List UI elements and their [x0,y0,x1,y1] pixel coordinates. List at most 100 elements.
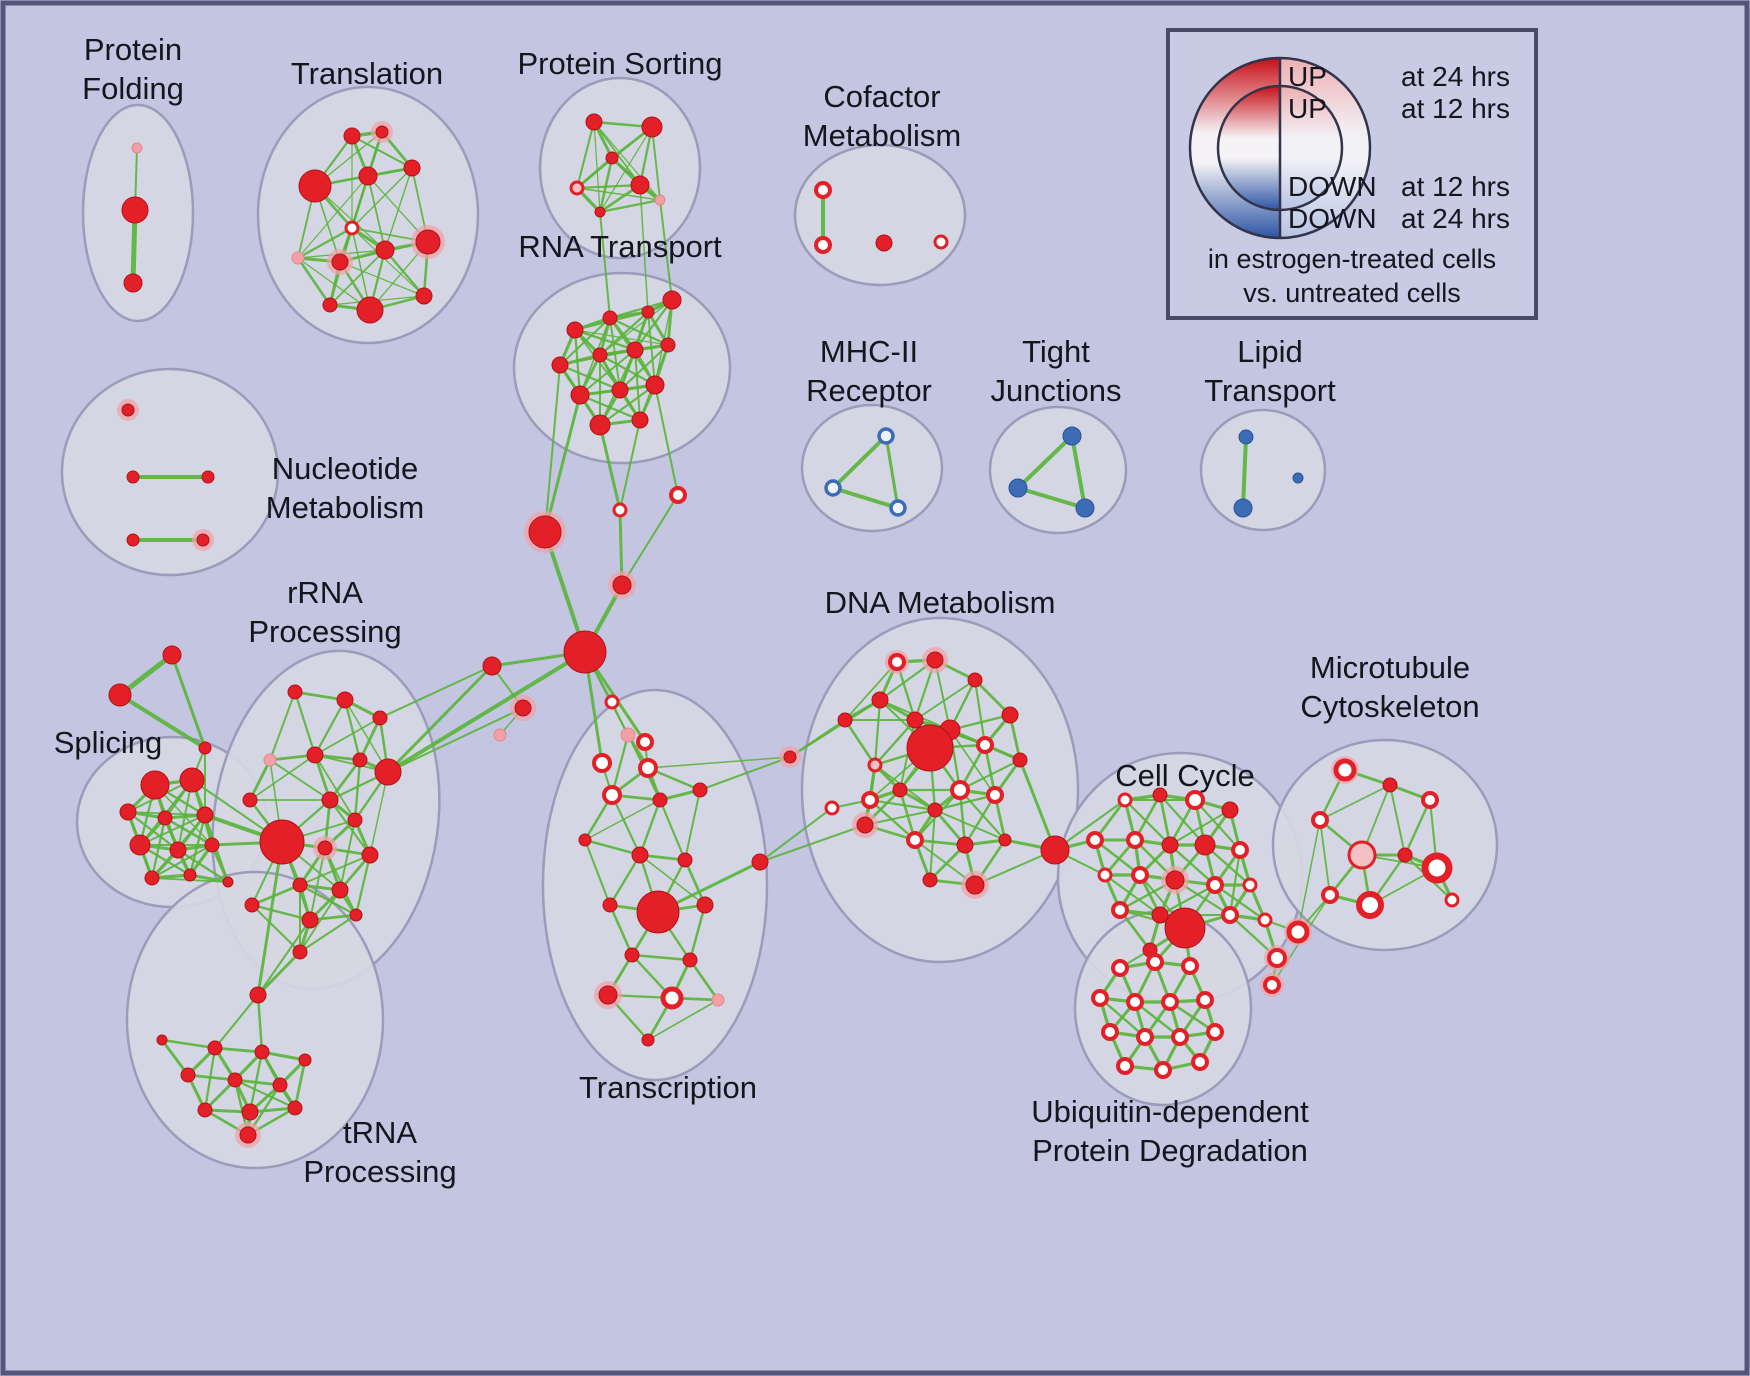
edge [387,707,524,773]
node-mt-1 [1382,777,1398,793]
cluster-label-tight-junctions-line1: Junctions [991,373,1122,408]
node-cc-10 [1131,866,1149,884]
edge [759,807,833,863]
node-trn-3 [254,1044,270,1060]
cluster-label-ubiquitin-degradation-line1: Protein Degradation [1032,1133,1308,1168]
cluster-label-lipid-transport-line0: Lipid [1237,334,1303,369]
edge [1389,784,1406,856]
node-dna-8 [906,724,954,772]
node-tx-6 [631,846,649,864]
cluster-label-ubiquitin-degradation-line0: Ubiquitin-dependent [1031,1094,1309,1129]
node-tx-12 [682,952,698,968]
edge [583,838,642,857]
edge [843,718,877,767]
node-tl-0 [343,127,361,145]
node-rt-4 [551,356,569,374]
node-free-9 [636,733,654,751]
edge [351,167,413,229]
node-rr-13 [292,877,308,893]
edge [873,698,882,767]
node-free-10 [592,753,612,773]
edge [299,889,341,953]
node-lt-2 [1292,472,1304,484]
edge [651,126,661,201]
node-nm-3 [126,533,140,547]
node-spl-1 [179,767,205,793]
edge [328,798,372,857]
cluster-label-protein-folding-line0: Protein [84,32,182,67]
node-spl-10 [222,876,234,888]
edge [584,799,661,841]
legend-down-24-time: at 24 hrs [1401,203,1510,234]
node-free-0 [528,515,562,549]
edge [163,816,214,847]
edge [379,665,493,719]
cluster-label-transcription-line0: Transcription [579,1070,757,1105]
edge [1241,435,1248,510]
node-free-6 [514,699,532,717]
edge [543,393,582,534]
node-ub-9 [1171,1028,1189,1046]
edge [608,903,634,957]
node-ps-6 [654,194,666,206]
cluster-label-cell-cycle-line0: Cell Cycle [1115,758,1255,793]
node-rt-0 [566,321,584,339]
edge [1070,434,1087,510]
node-dna-2 [888,653,906,671]
edge [150,843,214,880]
edge [688,903,707,962]
edge [329,249,386,306]
edge [249,754,316,801]
edge [618,343,670,392]
node-ub-2 [1181,957,1199,975]
edge [250,903,302,954]
edge [929,809,936,881]
node-tx-9 [602,897,618,913]
node-trn-9 [241,1103,259,1121]
node-ps-5 [594,206,606,218]
edge [831,486,900,510]
node-cc-2 [1185,790,1205,810]
node-rt-3 [662,290,682,310]
edge [974,849,1056,886]
node-trn-5 [180,1067,196,1083]
node-rr-6 [374,758,402,786]
edge [610,793,642,857]
node-ub-4 [1126,993,1144,1011]
node-cc-16 [1164,907,1206,949]
edge [369,771,389,856]
edge [575,156,614,190]
node-spl-2 [119,803,137,821]
node-tx-10 [696,896,714,914]
node-spl-5 [129,834,151,856]
node-mt-5 [1397,847,1413,863]
edge [558,316,612,367]
node-rt-6 [626,341,644,359]
edge [293,1058,307,1110]
edge [598,310,650,357]
node-tx-1 [638,758,658,778]
node-ub-6 [1196,991,1214,1009]
node-rt-2 [641,305,655,319]
edge [213,1046,264,1054]
node-rr-11 [317,840,333,856]
edge [654,384,679,496]
cluster-label-mhc-ii-receptor-line0: MHC-II [820,334,918,369]
edge [309,847,326,921]
edge [339,819,356,891]
node-spl-0 [140,770,170,800]
edge [297,175,369,259]
node-dna-4 [967,672,983,688]
edge [250,903,312,922]
node-cc-15 [1151,906,1169,924]
cluster-label-rrna-processing-line1: Processing [248,614,401,649]
node-tj-0 [1062,426,1082,446]
node-lt-0 [1238,429,1254,445]
edge [383,248,426,298]
edge [1103,873,1162,917]
node-dna-1 [871,691,889,709]
node-ub-11 [1116,1057,1134,1075]
edge [1319,784,1391,821]
edge [350,134,414,170]
cluster-label-mhc-ii-receptor-line1: Receptor [806,373,932,408]
